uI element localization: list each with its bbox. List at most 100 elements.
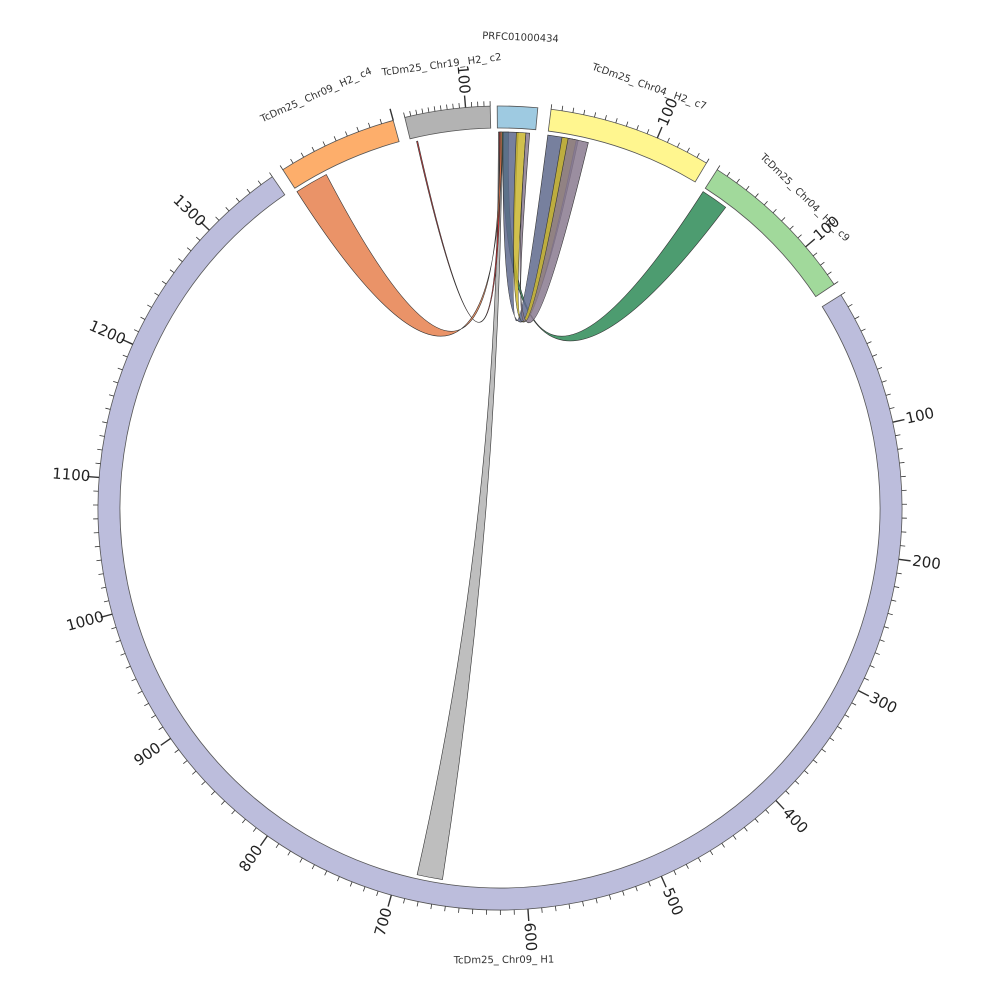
- minor-tick-s3-140: [833, 281, 839, 285]
- tick-label-s4-1200: 1200: [86, 316, 128, 348]
- tick-label-s4-800: 800: [235, 842, 266, 876]
- minor-tick-s4-780: [287, 850, 291, 856]
- tick-label-s6-100: 100: [453, 64, 473, 94]
- minor-tick-s3-30: [745, 185, 750, 191]
- tick-label-s4-1100: 1100: [52, 464, 91, 485]
- minor-tick-s4-770: [299, 857, 303, 863]
- tick-label-s4-100: 100: [904, 404, 936, 428]
- minor-tick-s4-1190: [122, 354, 128, 358]
- minor-tick-s2-90: [646, 129, 650, 135]
- minor-tick-s4-740: [337, 876, 340, 882]
- minor-tick-s3-70: [781, 217, 786, 222]
- minor-tick-s5-10: [290, 158, 294, 164]
- segment-arc-s6: [404, 105, 492, 140]
- minor-tick-s4-1110: [95, 462, 101, 465]
- minor-tick-s4-670: [430, 904, 433, 910]
- minor-tick-s4-30: [860, 328, 866, 332]
- minor-tick-s5-0: [279, 165, 284, 170]
- minor-tick-s4-1220: [140, 316, 146, 320]
- minor-tick-s4-1250: [161, 280, 167, 285]
- minor-tick-s4-1010: [103, 600, 109, 603]
- minor-tick-s3-80: [789, 225, 794, 230]
- minor-tick-s3-0: [716, 165, 721, 170]
- minor-tick-s5-90: [379, 118, 382, 124]
- minor-tick-s4-1330: [235, 197, 240, 203]
- minor-tick-s4-820: [241, 818, 246, 824]
- minor-tick-s2-0: [550, 104, 553, 110]
- minor-tick-s4-830: [231, 809, 236, 815]
- minor-tick-s4-960: [125, 665, 131, 669]
- minor-tick-s4-540: [608, 894, 612, 900]
- major-tick-s4-1100: [87, 475, 100, 479]
- minor-tick-s4-480: [685, 864, 689, 869]
- minor-tick-s2-140: [696, 152, 700, 158]
- minor-tick-s4-1170: [113, 380, 119, 384]
- link-ribbon-s1-s6-1: [416, 131, 502, 323]
- minor-tick-s4-590: [541, 907, 543, 913]
- minor-tick-s4-430: [743, 827, 748, 832]
- minor-tick-s3-90: [797, 234, 802, 239]
- minor-tick-s6-40: [427, 107, 430, 113]
- minor-tick-s4-1260: [169, 269, 175, 273]
- major-tick-s4-700: [387, 894, 393, 907]
- minor-tick-s4-550: [595, 898, 598, 904]
- tick-label-s4-900: 900: [130, 739, 164, 770]
- minor-tick-s4-890: [174, 749, 179, 753]
- minor-tick-s5-50: [333, 136, 337, 142]
- major-tick-s4-900: [160, 737, 172, 746]
- minor-tick-s4-260: [879, 639, 885, 642]
- minor-tick-s4-1160: [108, 394, 114, 397]
- link-ribbon-s1-s5-2: [296, 131, 503, 337]
- minor-tick-s4-450: [721, 843, 725, 848]
- minor-tick-s4-320: [844, 714, 850, 718]
- minor-tick-s4-380: [794, 780, 800, 785]
- minor-tick-s4-920: [151, 714, 156, 719]
- minor-tick-s2-130: [686, 147, 690, 153]
- segment-label-s4: TcDm25_ Chr09_ H1: [453, 955, 555, 967]
- segment-arc-s1: [496, 105, 539, 131]
- tick-label-s4-1000: 1000: [64, 607, 106, 634]
- minor-tick-s4-580: [554, 906, 557, 912]
- major-tick-s5-100: [389, 108, 394, 121]
- segment-arc-s4: [97, 176, 903, 911]
- minor-tick-s6-20: [415, 109, 418, 115]
- minor-tick-s4-1290: [196, 236, 201, 241]
- minor-tick-s4-130: [899, 462, 905, 464]
- minor-tick-s4-1130: [99, 435, 105, 437]
- minor-tick-s4-1150: [105, 407, 111, 410]
- minor-tick-s4-750: [324, 870, 328, 876]
- minor-tick-s6-70: [446, 104, 448, 110]
- segment-arc-s3: [704, 169, 835, 298]
- minor-tick-s4-290: [864, 677, 869, 681]
- major-tick-s4-1000: [100, 613, 113, 618]
- minor-tick-s4-390: [785, 790, 790, 795]
- minor-tick-s4-280: [869, 665, 875, 668]
- minor-tick-s6-10: [409, 111, 412, 117]
- minor-tick-s4-210: [896, 572, 902, 575]
- link-ribbon-s1-s2-6: [519, 132, 589, 324]
- tick-label-s4-500: 500: [659, 885, 687, 918]
- major-tick-s4-400: [775, 799, 785, 810]
- minor-tick-s3-40: [754, 193, 759, 198]
- minor-tick-s2-70: [625, 121, 629, 127]
- segment-label-s1: PRFC01000434: [482, 31, 559, 45]
- minor-tick-s4-730: [349, 881, 353, 887]
- minor-tick-s6-60: [439, 105, 442, 111]
- minor-tick-s4-370: [804, 770, 809, 775]
- segment-label-s5: TcDm25_ Chr09_ H2_ c4: [258, 66, 373, 125]
- minor-tick-s6-30: [421, 108, 424, 114]
- tick-label-s4-700: 700: [371, 906, 396, 938]
- major-tick-s4-1300: [200, 221, 210, 231]
- minor-tick-s4-250: [883, 626, 889, 629]
- minor-tick-s4-1240: [154, 292, 159, 296]
- minor-tick-s4-120: [897, 448, 903, 450]
- minor-tick-s6-80: [452, 103, 454, 109]
- minor-tick-s4-1280: [186, 247, 192, 252]
- segment-label-s2: TcDm25_ Chr04_ H2_ c7: [589, 61, 707, 112]
- minor-tick-s2-20: [572, 107, 575, 113]
- minor-tick-s4-880: [183, 760, 188, 764]
- major-tick-s4-600: [527, 908, 530, 922]
- minor-tick-s4-650: [458, 907, 460, 913]
- minor-tick-s4-440: [732, 835, 737, 840]
